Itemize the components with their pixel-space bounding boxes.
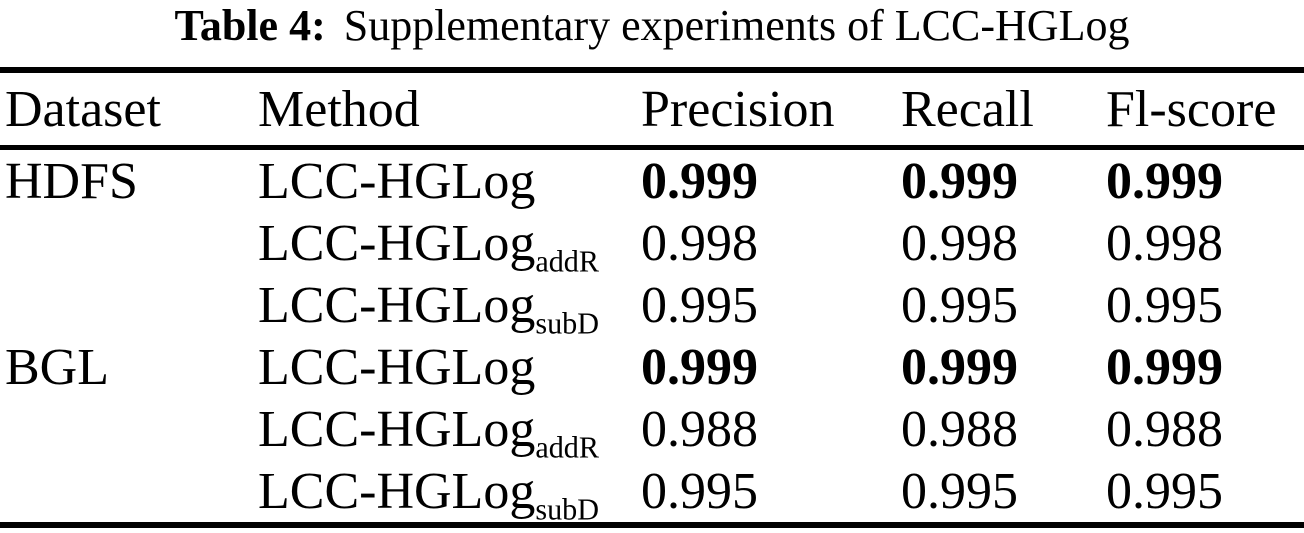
f1-cell: 0.999 [1106, 152, 1223, 210]
table-row: LCC-HGLogsubD 0.995 0.995 0.995 [0, 460, 1304, 525]
precision-cell: 0.999 [641, 152, 758, 210]
precision-cell: 0.995 [641, 462, 758, 520]
f1-cell: 0.998 [1106, 214, 1223, 272]
method-variant-subscript: subD [535, 305, 599, 340]
table-row: LCC-HGLogsubD 0.995 0.995 0.995 [0, 274, 1304, 338]
precision-cell: 0.999 [641, 338, 758, 396]
method-name: LCC-HGLog [258, 214, 536, 272]
method-variant-subscript: addR [535, 243, 599, 278]
dataset-cell: BGL [5, 338, 109, 396]
table-row: HDFS LCC-HGLog 0.999 0.999 0.999 [0, 148, 1304, 213]
results-table: Dataset Method Precision Recall Fl-score… [0, 67, 1304, 528]
method-name: LCC-HGLog [258, 276, 536, 334]
dataset-cell [0, 212, 258, 274]
f1-cell: 0.995 [1106, 462, 1223, 520]
recall-cell: 0.999 [901, 338, 1018, 396]
header-row: Dataset Method Precision Recall Fl-score [0, 70, 1304, 150]
recall-cell: 0.999 [901, 152, 1018, 210]
f1-cell: 0.999 [1106, 338, 1223, 396]
method-variant-subscript: addR [535, 429, 599, 464]
method-cell: LCC-HGLogaddR [258, 212, 641, 276]
dataset-cell [0, 398, 258, 460]
column-header-f1score: Fl-score [1106, 70, 1304, 150]
method-cell: LCC-HGLog [258, 148, 641, 213]
method-name: LCC-HGLog [258, 338, 536, 396]
table-row: BGL LCC-HGLog 0.999 0.999 0.999 [0, 336, 1304, 398]
column-header-method: Method [258, 70, 641, 150]
dataset-cell [0, 274, 258, 336]
method-name: LCC-HGLog [258, 400, 536, 458]
method-cell: LCC-HGLog [258, 336, 641, 398]
table-row: LCC-HGLogaddR 0.998 0.998 0.998 [0, 212, 1304, 276]
f1-cell: 0.995 [1106, 276, 1223, 334]
dataset-cell [0, 460, 258, 525]
dataset-cell: HDFS [5, 152, 138, 210]
precision-cell: 0.998 [641, 214, 758, 272]
table-caption-text: Supplementary experiments of LCC-HGLog [343, 1, 1130, 50]
method-name: LCC-HGLog [258, 152, 536, 210]
method-cell: LCC-HGLogsubD [258, 460, 641, 525]
f1-cell: 0.988 [1106, 400, 1223, 458]
table-caption-label: Table 4: [174, 1, 326, 50]
precision-cell: 0.995 [641, 276, 758, 334]
precision-cell: 0.988 [641, 400, 758, 458]
recall-cell: 0.995 [901, 276, 1018, 334]
recall-cell: 0.998 [901, 214, 1018, 272]
table-caption: Table 4: Supplementary experiments of LCC… [0, 1, 1304, 52]
table-row: LCC-HGLogaddR 0.988 0.988 0.988 [0, 398, 1304, 462]
method-cell: LCC-HGLogsubD [258, 274, 641, 338]
method-name: LCC-HGLog [258, 462, 536, 520]
column-header-recall: Recall [901, 70, 1106, 150]
column-header-precision: Precision [641, 70, 901, 150]
method-variant-subscript: subD [535, 491, 599, 526]
recall-cell: 0.995 [901, 462, 1018, 520]
method-cell: LCC-HGLogaddR [258, 398, 641, 462]
recall-cell: 0.988 [901, 400, 1018, 458]
column-header-dataset: Dataset [0, 70, 258, 150]
